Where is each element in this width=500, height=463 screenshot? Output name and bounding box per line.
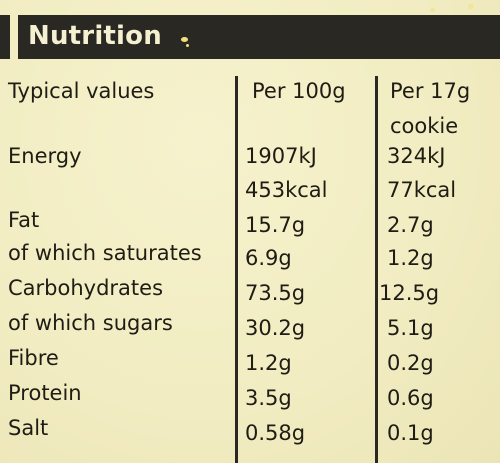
row-per100-value: 1.2g (245, 351, 292, 375)
row-label: Salt (8, 416, 49, 440)
row-per100-value: 1907kJ (245, 144, 317, 168)
row-per100-value: 453kcal (245, 178, 328, 202)
row-per-cookie-value: 77kcal (387, 178, 457, 202)
crumb-speck (181, 37, 188, 42)
row-per100-value: 73.5g (245, 281, 306, 305)
crumb-speck (468, 4, 474, 9)
row-per100-value: 6.9g (245, 246, 292, 270)
row-label: Fat (8, 208, 40, 232)
column-header-per-cookie-unit: cookie (390, 114, 459, 138)
column-divider-1 (235, 76, 238, 463)
header-bar-edge (0, 15, 10, 59)
row-per100-value: 30.2g (245, 316, 306, 340)
crumb-speck (186, 44, 189, 47)
row-label: Carbohydrates (8, 276, 164, 300)
column-header-per-100g: Per 100g (252, 79, 346, 103)
row-per-cookie-value: 2.7g (387, 213, 434, 237)
column-header-typical-values: Typical values (8, 79, 155, 103)
crumb-speck (430, 8, 435, 12)
row-per-cookie-value: 324kJ (387, 144, 446, 168)
column-divider-2 (375, 76, 378, 463)
row-label: of which sugars (8, 311, 173, 335)
row-label: Protein (8, 381, 82, 405)
row-label: Energy (8, 144, 82, 168)
row-per-cookie-value: 0.2g (387, 351, 434, 375)
row-per-cookie-value: 1.2g (387, 246, 434, 270)
row-label: of which saturates (8, 241, 202, 265)
page-title: Nutrition (28, 21, 162, 51)
row-per-cookie-value: 12.5g (379, 281, 440, 305)
row-per100-value: 3.5g (245, 386, 292, 410)
row-label: Fibre (8, 346, 59, 370)
row-per100-value: 0.58g (245, 421, 306, 445)
row-per-cookie-value: 0.6g (387, 386, 434, 410)
header-bar (18, 15, 500, 59)
row-per-cookie-value: 5.1g (387, 316, 434, 340)
row-per-cookie-value: 0.1g (387, 421, 434, 445)
column-header-per-cookie: Per 17g (390, 79, 471, 103)
row-per100-value: 15.7g (245, 213, 306, 237)
